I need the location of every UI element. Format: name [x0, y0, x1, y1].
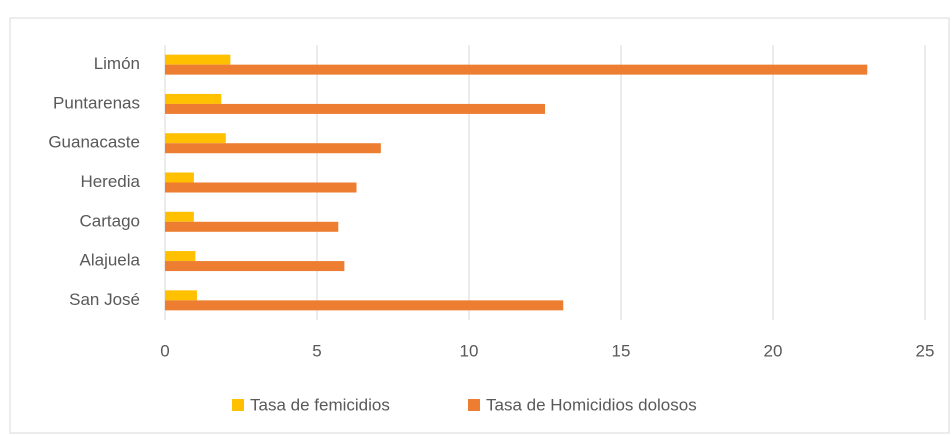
x-tick-label: 20	[764, 341, 783, 360]
bar	[165, 93, 222, 104]
bar	[165, 64, 868, 75]
y-tick-label: Alajuela	[80, 251, 141, 270]
bar	[165, 261, 345, 272]
bar	[165, 221, 339, 232]
x-tick-label: 0	[160, 341, 169, 360]
bar	[165, 54, 231, 65]
y-tick-label: Limón	[94, 54, 140, 73]
x-tick-label: 15	[612, 341, 631, 360]
bar	[165, 211, 194, 222]
bar	[165, 143, 381, 154]
y-tick-label: Heredia	[80, 172, 140, 191]
legend-swatch	[232, 399, 244, 411]
x-tick-label: 10	[460, 341, 479, 360]
bar	[165, 300, 564, 311]
bar	[165, 182, 357, 193]
legend-label: Tasa de femicidios	[250, 395, 390, 414]
chart-border	[9, 17, 950, 434]
y-tick-label: Puntarenas	[53, 93, 140, 112]
bar	[165, 133, 226, 144]
legend-label: Tasa de Homicidios dolosos	[486, 395, 697, 414]
x-tick-label: 25	[916, 341, 935, 360]
bar	[165, 103, 545, 114]
bar	[165, 172, 194, 183]
x-tick-label: 5	[312, 341, 321, 360]
y-tick-label: Guanacaste	[48, 133, 140, 152]
y-tick-label: San José	[69, 290, 140, 309]
bar	[165, 251, 196, 262]
legend-swatch	[468, 399, 480, 411]
y-tick-label: Cartago	[80, 211, 140, 230]
bar	[165, 290, 197, 301]
